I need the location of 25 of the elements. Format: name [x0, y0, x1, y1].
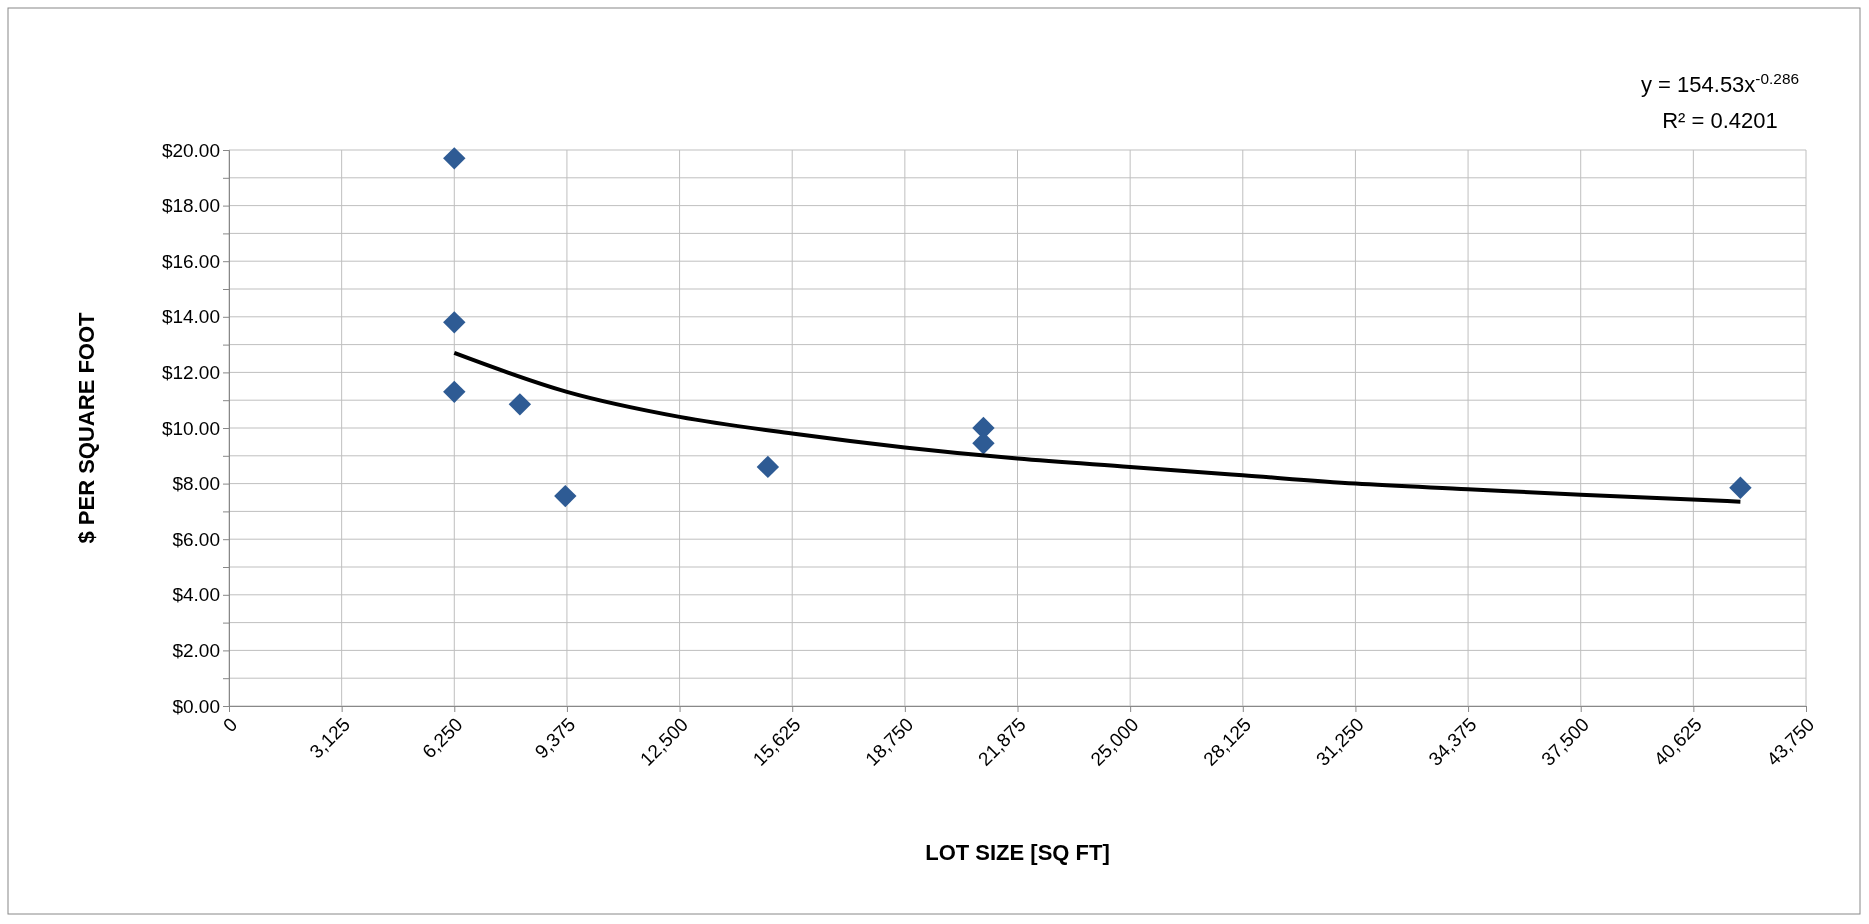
point: [554, 484, 577, 508]
point: [443, 380, 466, 404]
line-series: [452, 350, 1743, 504]
x-tick-label: 0: [219, 713, 242, 737]
point: [508, 393, 532, 416]
point: [756, 455, 780, 479]
y-tick-label: $2.00: [172, 639, 220, 661]
point: [1729, 476, 1752, 499]
y-tick-label: $6.00: [172, 528, 220, 550]
point: [443, 311, 466, 334]
point: [972, 432, 995, 455]
text: y = 154.53x$^{-0.286}$: [1640, 69, 1800, 97]
y-tick-label: $8.00: [172, 473, 220, 495]
y-tick-label: $18.00: [161, 195, 220, 217]
x-axis-title: LOT SIZE [SQ FT]: [925, 840, 1110, 865]
y-tick-label: $10.00: [161, 417, 220, 439]
y-tick-label: $4.00: [172, 584, 220, 606]
point: [443, 147, 466, 170]
text: R² = 0.4201: [1662, 108, 1778, 133]
y-tick-label: $0.00: [172, 695, 220, 717]
y-tick-label: $20.00: [161, 139, 220, 161]
y-tick-label: $14.00: [161, 306, 220, 328]
y-tick-label: $16.00: [161, 250, 220, 272]
y-tick-label: $12.00: [161, 361, 220, 383]
y-axis-title: $ PER SQUARE FOOT: [74, 311, 99, 544]
